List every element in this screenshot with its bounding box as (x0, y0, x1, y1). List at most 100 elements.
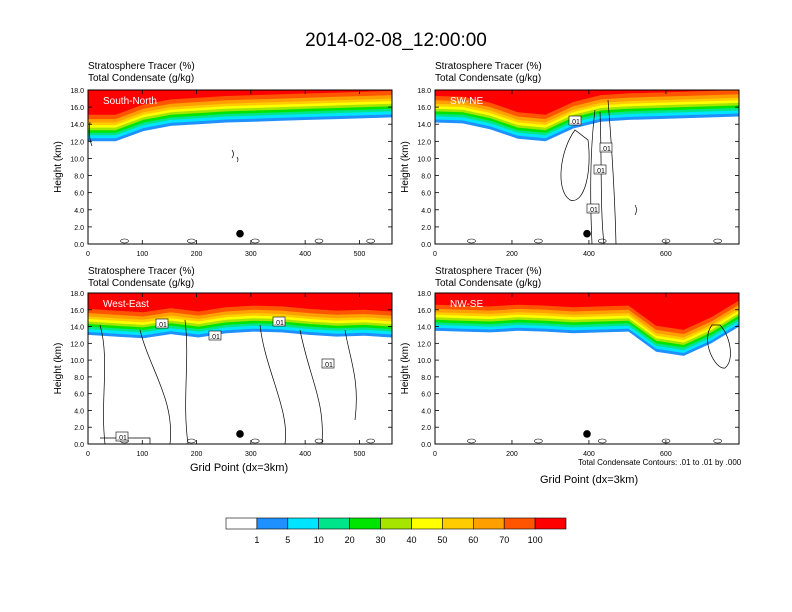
contour-label-box (155, 318, 169, 329)
panel-name: West-East (103, 299, 149, 310)
tracer-field (88, 90, 392, 244)
panel-sw-ne: .01 .01 .01 .01 SW-NE 0.0 2.0 4.0 6.0 8.0 10.0 12.0… (400, 88, 740, 258)
contour-label-box (208, 330, 222, 341)
colorbar-swatch (411, 517, 443, 530)
contour-blob (534, 438, 543, 444)
x-tick-label: 500 (354, 251, 366, 258)
y-tick-label: 8.0 (74, 174, 84, 181)
x-tick-label: 400 (299, 251, 311, 258)
colorbar-label: 1 (254, 535, 259, 545)
tracer-field: .01 .01 .01 .01 (435, 90, 739, 244)
y-axis-label: Height (km) (400, 343, 411, 395)
figure-title: 2014-02-08_12:00:00 (305, 30, 487, 51)
panel-label-nw-se: Stratosphere Tracer (%) Total Condensate… (435, 266, 542, 290)
y-tick-label: 10.0 (70, 358, 84, 365)
y-tick-label: 14.0 (70, 122, 84, 129)
x-tick-label: 400 (299, 451, 311, 458)
y-tick-label: 16.0 (70, 308, 84, 315)
y-tick-label: 14.0 (417, 122, 431, 129)
panel-label-south-north: Stratosphere Tracer (%) Total Condensate… (88, 61, 195, 85)
contour-label-box (272, 316, 286, 327)
x-tick-label: 400 (583, 251, 595, 258)
y-tick-label: 18.0 (417, 88, 431, 95)
contour-blob (597, 238, 607, 244)
contour-label: .01 (157, 322, 167, 329)
x-tick-label: 0 (86, 451, 90, 458)
colorbar-label: 70 (499, 535, 509, 545)
x-tick-label: 600 (660, 251, 672, 258)
contour-blob (597, 438, 607, 444)
colorbar-swatch (380, 517, 412, 530)
y-tick-label: 4.0 (74, 208, 84, 215)
contour-label-box (568, 115, 582, 126)
y-tick-label: 16.0 (70, 105, 84, 112)
x-tick-label: 200 (191, 451, 203, 458)
tracer-field: .01 .01 .01 .01 .01 (88, 293, 392, 444)
y-tick-label: 6.0 (421, 191, 431, 198)
label-condensate: Total Condensate (g/kg) (435, 278, 542, 289)
contour-label: .01 (323, 362, 333, 369)
x-tick-label: 200 (506, 451, 518, 458)
x-axis-label-nw-se: Grid Point (dx=3km) (540, 474, 639, 486)
colorbar-label: 40 (406, 535, 416, 545)
y-tick-label: 0.0 (421, 242, 431, 249)
tracer-band-100 (88, 293, 392, 313)
colorbar: 1 5 10 20 30 40 50 60 70 100 (225, 517, 567, 545)
y-tick-label: 2.0 (421, 425, 431, 432)
contour-label-box (599, 142, 613, 153)
y-tick-label: 2.0 (74, 225, 84, 232)
contour-line (590, 109, 605, 244)
colorbar-label: 10 (314, 535, 324, 545)
plot-frame (434, 89, 740, 245)
y-axis-label: Height (km) (400, 141, 411, 193)
label-tracer: Stratosphere Tracer (%) (88, 266, 195, 277)
contour-blob (534, 238, 543, 244)
y-tick-label: 4.0 (74, 408, 84, 415)
y-tick-label: 8.0 (421, 375, 431, 382)
y-tick-label: 8.0 (421, 174, 431, 181)
colorbar-swatch (318, 517, 350, 530)
contour-label: .01 (117, 435, 127, 442)
x-tick-label: 200 (506, 251, 518, 258)
tracer-band-100 (435, 293, 739, 330)
colorbar-label: 100 (528, 535, 543, 545)
contour-label: .01 (274, 320, 284, 327)
colorbar-swatch (534, 517, 567, 530)
y-tick-label: 6.0 (74, 191, 84, 198)
y-tick-label: 0.0 (74, 442, 84, 449)
panel-label-west-east: Stratosphere Tracer (%) Total Condensate… (88, 266, 195, 290)
contour-blob (314, 438, 324, 444)
y-tick-label: 10.0 (417, 156, 431, 163)
x-tick-label: 200 (191, 251, 203, 258)
x-tick-label: 400 (583, 451, 595, 458)
location-marker (583, 229, 591, 238)
condensate-contours (707, 324, 731, 369)
y-axis-label: Height (km) (53, 141, 64, 193)
tracer-field (435, 293, 739, 444)
colorbar-swatch (472, 517, 505, 530)
x-tick-label: 0 (433, 451, 437, 458)
y-tick-label: 12.0 (417, 341, 431, 348)
panel-west-east: .01 .01 .01 .01 .01 West-East 0.0 2.0 4.0 6.0 8.0 1… (53, 291, 393, 458)
contour-blob (366, 238, 376, 244)
colorbar-label: 5 (285, 535, 290, 545)
contour-line (299, 329, 357, 444)
x-axis-label-west-east: Grid Point (dx=3km) (190, 462, 289, 474)
contour-label-box (115, 431, 129, 442)
colorbar-label: 60 (468, 535, 478, 545)
label-condensate: Total Condensate (g/kg) (88, 73, 195, 84)
panel-name: South-North (103, 96, 157, 107)
contour-footnote: Total Condensate Contours: .01 to .01 by… (578, 458, 742, 467)
y-tick-label: 18.0 (70, 88, 84, 95)
tracer-band-100 (435, 90, 739, 115)
x-tick-label: 0 (86, 251, 90, 258)
contour-label-box (321, 358, 335, 369)
colorbar-label: 50 (437, 535, 447, 545)
colorbar-swatch (503, 517, 536, 530)
y-tick-label: 8.0 (74, 375, 84, 382)
contour-line (231, 149, 234, 159)
contour-label: .01 (601, 146, 611, 153)
panel-name: SW-NE (450, 96, 483, 107)
y-axis-label: Height (km) (53, 343, 64, 395)
